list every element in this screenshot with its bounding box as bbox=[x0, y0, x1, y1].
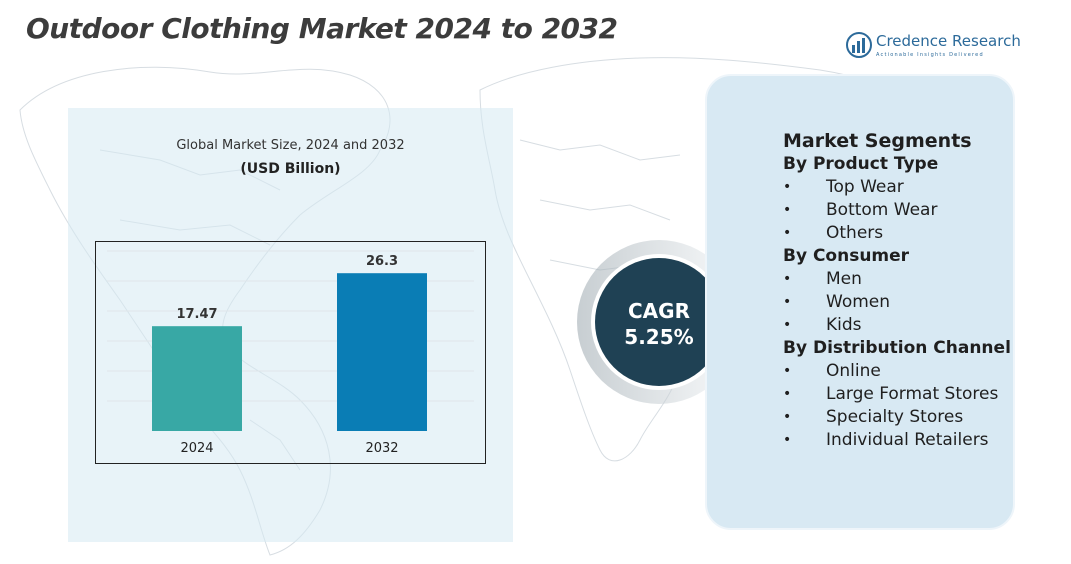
bullet-icon: • bbox=[783, 409, 792, 425]
chart-title: Global Market Size, 2024 and 2032 bbox=[176, 138, 405, 153]
segment-heading-distribution-channel: By Distribution Channel bbox=[783, 338, 1011, 358]
cagr-label: CAGR bbox=[628, 299, 690, 323]
chart-panel: Global Market Size, 2024 and 2032 (USD B… bbox=[68, 108, 513, 542]
bullet-icon: • bbox=[783, 432, 792, 448]
cagr-badge: CAGR 5.25% bbox=[566, 237, 736, 407]
segment-item: • Women bbox=[783, 292, 891, 312]
bullet-icon: • bbox=[783, 386, 792, 402]
segment-item: • Bottom Wear bbox=[783, 200, 938, 220]
segment-item: • Specialty Stores bbox=[783, 407, 964, 427]
bullet-icon: • bbox=[783, 202, 792, 218]
market-segments: Market Segments By Product Type • Top Wea… bbox=[783, 129, 1023, 452]
chart-frame bbox=[95, 241, 486, 464]
bullet-icon: • bbox=[783, 294, 792, 310]
segment-item: • Large Format Stores bbox=[783, 384, 999, 404]
segment-item: • Kids bbox=[783, 315, 862, 335]
x-tick-label: 2024 bbox=[180, 441, 213, 456]
bar-2024 bbox=[152, 326, 242, 431]
bullet-icon: • bbox=[783, 271, 792, 287]
cagr-value: 5.25% bbox=[624, 325, 694, 349]
segment-heading-consumer: By Consumer bbox=[783, 246, 910, 266]
x-tick-label: 2032 bbox=[365, 441, 398, 456]
segment-item: • Men bbox=[783, 269, 862, 289]
segment-item: • Online bbox=[783, 361, 881, 381]
logo-tagline: Actionable Insights Delivered bbox=[876, 52, 984, 58]
bullet-icon: • bbox=[783, 317, 792, 333]
bullet-icon: • bbox=[783, 225, 792, 241]
bar-chart: 17.47 2024 26.3 2032 bbox=[95, 241, 486, 464]
segments-title: Market Segments bbox=[783, 130, 972, 152]
segment-item: • Others bbox=[783, 223, 884, 243]
bar-value-label: 26.3 bbox=[366, 254, 398, 269]
logo-name: Credence Research bbox=[876, 32, 1021, 50]
segment-item: • Top Wear bbox=[783, 177, 904, 197]
bar-value-label: 17.47 bbox=[176, 307, 217, 322]
credence-research-logo: Credence Research Actionable Insights De… bbox=[846, 32, 1021, 62]
logo-bar-chart-icon bbox=[846, 32, 872, 58]
bullet-icon: • bbox=[783, 363, 792, 379]
bar-2032 bbox=[337, 273, 427, 431]
segment-item: • Individual Retailers bbox=[783, 430, 989, 450]
bullet-icon: • bbox=[783, 179, 792, 195]
cagr-circle bbox=[595, 258, 723, 386]
segment-heading-product-type: By Product Type bbox=[783, 154, 939, 174]
segments-panel bbox=[705, 74, 1015, 530]
page-title: Outdoor Clothing Market 2024 to 2032 bbox=[26, 12, 618, 45]
chart-unit-label: (USD Billion) bbox=[240, 161, 341, 177]
